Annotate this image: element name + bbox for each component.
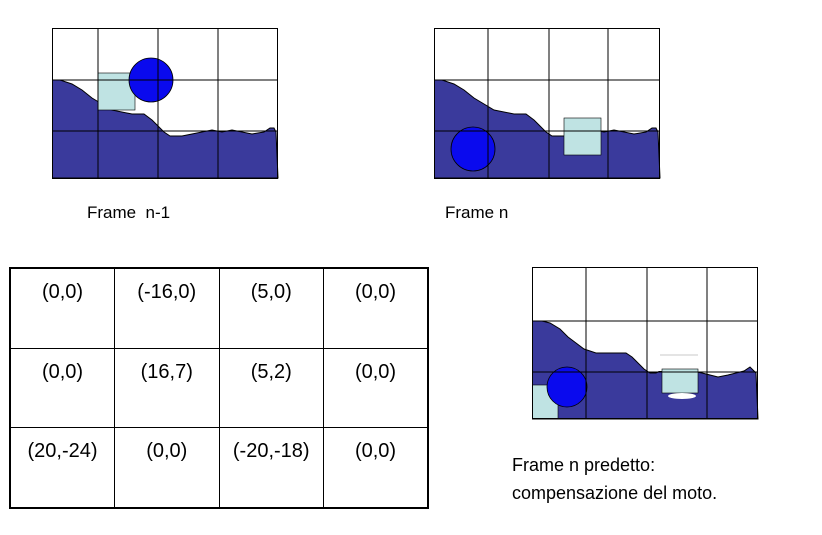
frame-n-caption: Frame n xyxy=(445,203,509,222)
table-cell: (0,0) xyxy=(114,427,220,509)
ball xyxy=(546,366,588,408)
frame-n-minus-1-caption: Frame n-1 xyxy=(87,203,171,222)
grid xyxy=(434,28,660,179)
frame-n-minus-1 xyxy=(52,28,279,179)
terrain-hole xyxy=(658,355,706,371)
motion-vector-table: (0,0) (-16,0) (5,0) (0,0) (0,0) (16,7) (… xyxy=(9,267,429,509)
grid xyxy=(52,28,278,179)
frame-n xyxy=(434,28,661,179)
box xyxy=(563,117,602,156)
table-row: (20,-24) (0,0) (-20,-18) (0,0) xyxy=(9,427,429,509)
table-cell: (5,2) xyxy=(218,347,324,429)
ball xyxy=(450,126,496,172)
frame-n-predicted xyxy=(532,267,759,420)
table-cell: (16,7) xyxy=(114,347,220,429)
predicted-caption-line2: compensazione del moto. xyxy=(512,483,718,503)
box xyxy=(661,368,699,394)
table-cell: (5,0) xyxy=(218,267,324,349)
table-row: (0,0) (-16,0) (5,0) (0,0) xyxy=(9,267,429,349)
predicted-frame-caption: Frame n predetto: compensazione del moto… xyxy=(512,451,717,507)
table-cell: (0,0) xyxy=(9,267,115,349)
table-cell: (0,0) xyxy=(9,347,115,429)
table-cell: (0,0) xyxy=(323,347,429,429)
table-cell: (0,0) xyxy=(323,267,429,349)
box-gap xyxy=(668,393,696,399)
table-cell: (20,-24) xyxy=(9,427,115,509)
grid xyxy=(532,267,758,419)
table-cell: (-16,0) xyxy=(114,267,220,349)
table-cell: (0,0) xyxy=(323,427,429,509)
predicted-caption-line1: Frame n predetto: xyxy=(512,455,656,475)
terrain xyxy=(52,79,279,179)
table-cell: (-20,-18) xyxy=(218,427,324,509)
table-row: (0,0) (16,7) (5,2) (0,0) xyxy=(9,347,429,429)
